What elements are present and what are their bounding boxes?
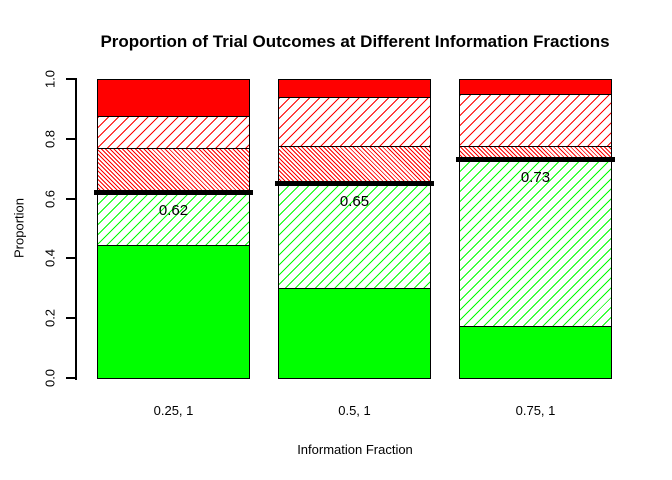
bar-3: 0.73 [456,79,615,379]
threshold-value-label: 0.65 [339,193,370,210]
y-tick-label: 0.2 [42,308,58,328]
bar-1: 0.62 [94,79,253,379]
bar-2: 0.65 [275,79,434,379]
x-tick-label: 0.75, 1 [515,403,556,418]
x-tick-label: 0.5, 1 [338,403,371,418]
bar-segment-red-hatched [279,97,430,146]
threshold-value-label: 0.62 [158,202,189,219]
bar-segment-solid-green [460,326,611,378]
y-tick [66,138,76,140]
bar-segment-red-hatched [98,116,249,148]
y-tick-label: 0.8 [42,129,58,149]
y-axis-line [75,78,77,380]
x-tick-label: 0.25, 1 [153,403,194,418]
bar-segment-solid-green [279,288,430,378]
bar-segment-green-hatched [460,160,611,326]
y-tick-label: 0.0 [42,368,58,388]
y-tick [66,317,76,319]
bar-segment-red-dense-hatched [98,148,249,193]
y-tick [66,377,76,379]
threshold-value-label: 0.73 [520,169,551,186]
y-tick [66,198,76,200]
threshold-line [275,181,434,186]
bar-segment-green-hatched [98,193,249,245]
chart-title: Proportion of Trial Outcomes at Differen… [100,32,610,51]
y-tick [66,257,76,259]
y-tick [66,78,76,80]
bar-segment-solid-red [460,79,611,94]
bar-segment-solid-green [98,245,249,378]
y-tick-label: 0.6 [42,189,58,209]
y-tick-label: 1.0 [42,69,58,89]
y-axis-title: Proportion [11,198,27,258]
bar-segment-red-hatched [460,94,611,146]
bar-segment-red-dense-hatched [460,146,611,160]
bar-segment-green-hatched [279,184,430,288]
bar-segment-solid-red [98,79,249,116]
bar-segment-red-dense-hatched [279,146,430,184]
x-axis-title: Information Fraction [297,442,413,457]
y-tick-label: 0.4 [42,248,58,268]
threshold-line [94,190,253,195]
bar-segment-solid-red [279,79,430,97]
threshold-line [456,157,615,162]
